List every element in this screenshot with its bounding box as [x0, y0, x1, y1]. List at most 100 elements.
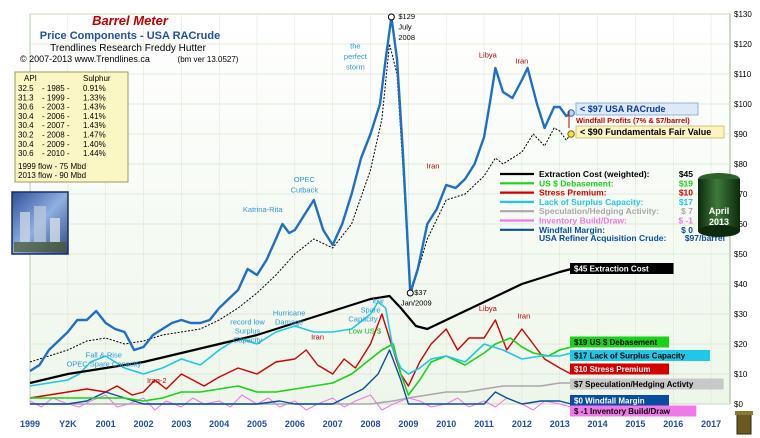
x-tick-label: 2012 — [512, 419, 532, 429]
x-axis: 1999 Y2K 2001 2002 2003 2004 2005 2006 2007 2008 2… — [20, 419, 721, 429]
annotation-label: $37 — [414, 288, 427, 297]
y-tick-label: $50 — [734, 250, 748, 259]
annotation-label: Spare — [361, 306, 381, 315]
chart-subtitle: Price Components - USA RACrude — [40, 30, 221, 42]
api-table-cell: 30.6 — [18, 149, 34, 158]
series-line-inventory-build-draw — [29, 394, 572, 411]
series-line-us-debasement — [30, 337, 572, 402]
x-tick-label: 2005 — [247, 419, 267, 429]
y-axis: $0 $10 $20 $30 $40 $50 $60 $70 $80 $90 $100 $110 $12… — [734, 10, 752, 409]
y-tick-label: $120 — [734, 40, 752, 49]
fundamentals-tag: < $90 Fundamentals Fair Value — [580, 127, 711, 137]
y-tick-label: $70 — [734, 190, 748, 199]
api-table-cell: 30.6 — [18, 103, 34, 112]
annotation-label: Hurricane — [273, 309, 306, 318]
right-tag-box — [570, 405, 697, 417]
annotation-label: Katrina-Rita — [243, 205, 283, 214]
api-flow-2013: 2013 flow - 90 Mbd — [18, 171, 86, 180]
y-tick-label: $30 — [734, 310, 748, 319]
annotation-label: Iraq-2 — [147, 376, 167, 385]
api-table-cell: - 1999 - — [42, 93, 70, 102]
api-table-cell: 1.40% — [83, 140, 106, 149]
x-tick-label: 2007 — [323, 419, 343, 429]
api-flow-1999: 1999 flow - 75 Mbd — [18, 162, 86, 171]
right-tag-box — [570, 350, 710, 361]
right-tag-box — [570, 336, 669, 348]
crude-tag: < $97 USA RACrude — [580, 104, 665, 114]
annotation-label: Capacity — [233, 336, 262, 345]
legend-value: $17 — [679, 197, 693, 207]
barrel-bottom — [698, 225, 740, 237]
legend-value: $ -1 — [678, 216, 693, 226]
right-tag-label: $45 Extraction Cost — [574, 265, 649, 274]
legend-value: $ 0 — [681, 225, 693, 235]
series-line-extraction-cost — [29, 267, 572, 385]
api-table-cell: - 2003 - — [42, 103, 70, 112]
api-table-cell: - 2010 - — [42, 149, 70, 158]
api-table-cell: - 2009 - — [42, 140, 70, 149]
y-tick-label: $40 — [734, 280, 748, 289]
legend-total-label: USA Refiner Acquisition Crude: — [539, 233, 667, 243]
api-table-cell: - 2007 - — [42, 121, 70, 130]
annotation-label: Iran — [427, 162, 440, 171]
legend-value: $10 — [679, 188, 693, 198]
right-tag-label: $0 Windfall Margin — [574, 397, 645, 406]
api-table-cell: 32.5 — [18, 84, 34, 93]
api-table-cell: 1.43% — [83, 121, 106, 130]
x-tick-label: 2013 — [550, 419, 570, 429]
x-tick-label: 2009 — [398, 419, 418, 429]
legend-label: Inventory Build/Draw: — [539, 216, 627, 226]
legend-label: Extraction Cost (weighted): — [539, 169, 650, 179]
chart-version: (bm ver 13.0527) — [178, 55, 239, 64]
y-tick-label: $130 — [734, 10, 752, 19]
annotation-label: $129 — [398, 12, 415, 21]
x-tick-label: 2003 — [171, 419, 191, 429]
x-tick-label: 1999 — [20, 419, 40, 429]
api-table-rows: 32.5 - 1985 - 0.91% 31.3 - 1999 - 1.33% 30.6 - … — [18, 84, 106, 158]
bin-icon — [735, 411, 753, 435]
right-tags: $45 Extraction Cost $19 US $ Debasement $1… — [570, 263, 724, 417]
annotation-label: Capacity — [348, 315, 377, 324]
x-tick-label: 2014 — [588, 419, 608, 429]
x-tick-label: 2004 — [209, 419, 229, 429]
legend-label: Speculation/Hedging Activity: — [539, 206, 659, 216]
y-tick-label: $100 — [734, 100, 752, 109]
right-tag-label: $17 Lack of Surplus Capacity — [574, 352, 686, 361]
annotation-label: Iran — [311, 333, 324, 342]
api-table-cell: 1.47% — [83, 131, 106, 140]
crude-tag-box — [575, 102, 699, 116]
annotation-label: Libya — [479, 304, 498, 313]
api-table-cell: 1.33% — [83, 93, 106, 102]
legend-total-value: $97/barrel — [685, 233, 725, 243]
y-tick-label: $20 — [734, 340, 748, 349]
x-tick-label: 2015 — [625, 419, 645, 429]
api-table-cell: 30.4 — [18, 140, 34, 149]
legend-label: US $ Debasement: — [539, 178, 614, 188]
api-table-cell: - 2008 - — [42, 131, 70, 140]
legend-label: Stress Premium: — [539, 188, 607, 198]
series-line-stress-premium — [29, 313, 572, 399]
api-table-cell: 31.3 — [18, 93, 34, 102]
legend-value: $19 — [679, 178, 693, 188]
badge-year: 2013 — [709, 217, 729, 227]
annotation-label: Surplus — [235, 327, 261, 336]
legend: Extraction Cost (weighted): $45 US $ Debas… — [500, 169, 725, 243]
legend-label: Lack of Surplus Capacity: — [539, 197, 644, 207]
y-tick-label: $10 — [734, 370, 748, 379]
api-table-cell: 0.91% — [83, 84, 106, 93]
right-tag-box — [570, 378, 724, 390]
right-tag-label: $19 US $ Debasement — [574, 338, 657, 347]
badge-month: April — [709, 206, 730, 216]
y-tick-label: $80 — [734, 160, 748, 169]
price-tags: < $97 USA RACrude Windfall Profits (7% &… — [568, 102, 725, 139]
api-table-cell: - 1985 - — [42, 84, 70, 93]
chart-copyright: © 2007-2013 www.Trendlines.ca — [20, 54, 150, 64]
api-table-cell: 1.41% — [83, 112, 106, 121]
annotation-label: perfect — [344, 52, 368, 61]
annotation-label: storm — [346, 63, 365, 72]
api-table-head-api: API — [24, 74, 37, 83]
api-table-box — [14, 71, 129, 183]
annotation-label: record low — [230, 318, 265, 327]
right-tag-box — [570, 395, 669, 406]
